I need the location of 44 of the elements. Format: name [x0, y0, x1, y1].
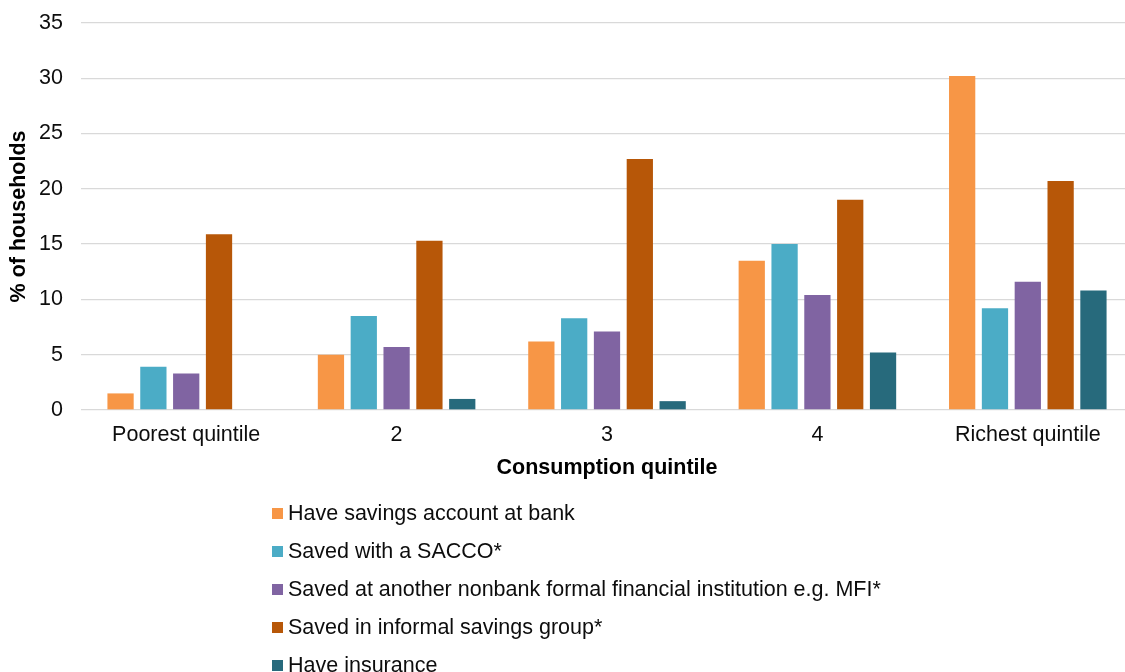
y-tick-label: 10 [39, 286, 64, 311]
x-tick-label: Richest quintile [954, 421, 1101, 446]
y-tick-label: 35 [39, 9, 64, 34]
bar [561, 318, 588, 410]
bar [317, 354, 345, 410]
x-tick-label: 2 [390, 421, 403, 446]
legend-label: Have insurance [288, 652, 438, 672]
legend-label: Have savings account at bank [288, 500, 575, 526]
legend-label: Saved with a SACCO* [288, 538, 502, 564]
bar [738, 260, 765, 410]
y-tick-label: 25 [39, 120, 64, 145]
y-tick-label: 5 [51, 341, 64, 366]
bar [771, 244, 798, 410]
bar [140, 366, 167, 410]
bar [981, 308, 1009, 410]
legend-label: Saved at another nonbank formal financial institution e.g. MFI* [288, 576, 881, 602]
y-tick-label: 20 [39, 175, 64, 200]
y-tick-label: 15 [39, 231, 64, 256]
y-tick-label: 0 [51, 396, 64, 421]
bar [1014, 281, 1041, 410]
bar [383, 346, 410, 410]
bar [949, 75, 976, 410]
bar [416, 240, 443, 410]
bar [1047, 181, 1074, 410]
legend-label: Saved in informal savings group* [288, 614, 603, 640]
bar [593, 331, 621, 410]
bar [869, 352, 897, 410]
y-axis-title: % of households [5, 130, 30, 303]
x-axis-title: Consumption quintile [496, 455, 718, 480]
bar [528, 341, 555, 410]
bar [449, 398, 476, 410]
y-tick-label: 30 [39, 65, 64, 90]
bar [626, 158, 653, 410]
x-tick-label: Poorest quintile [112, 421, 261, 446]
bar [107, 393, 134, 410]
bar [1080, 290, 1107, 410]
x-tick-label: 4 [811, 421, 824, 446]
bar [350, 315, 377, 410]
bar [804, 294, 831, 410]
bar [173, 373, 200, 410]
bar [837, 199, 864, 410]
bar [659, 401, 686, 410]
bar [205, 234, 233, 410]
x-tick-label: 3 [601, 421, 614, 446]
